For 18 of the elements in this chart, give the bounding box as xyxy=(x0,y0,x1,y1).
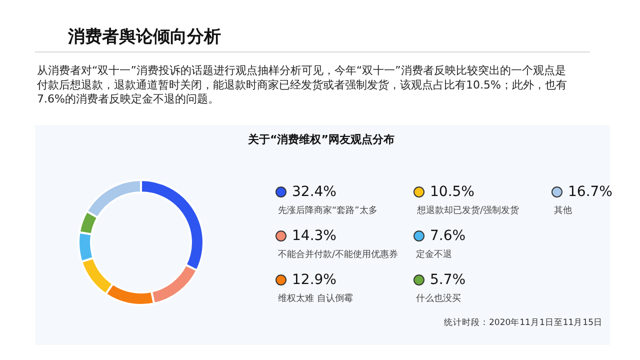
legend-label: 其他 xyxy=(554,205,572,216)
chart-title: 消费者舆论倾向分析 xyxy=(67,27,221,47)
legend-label: 什么也没买 xyxy=(416,293,461,304)
data-label: 7.6% xyxy=(430,228,466,244)
legend-label: 维权太难 自认倒霉 xyxy=(278,293,353,304)
data-label: 16.7% xyxy=(568,184,612,200)
data-label: 10.5% xyxy=(430,184,474,200)
data-label: 5.7% xyxy=(430,272,466,288)
legend-label: 先涨后降商家“套路”太多 xyxy=(278,205,378,216)
legend-label: 想退款却已发货/强制发货 xyxy=(416,205,520,216)
data-label: 12.9% xyxy=(292,272,336,288)
text: 关于“消费维权”网友观点分布 xyxy=(247,133,394,146)
legend-label: 定金不退 xyxy=(416,249,452,260)
legend-label: 不能合并付款/不能使用优惠券 xyxy=(278,249,398,260)
data-label: 14.3% xyxy=(292,228,336,244)
chart-subtitle: 从消费者对“双十一”消费投诉的话题进行观点抽样分析可见，今年“双十一”消费者反映比较突出的一个观点是付款后想退款，退款通道暂时关闭，能退款时商家已经发货或者强制发货，该观点占比有10.5%；此外，也有7.6%的消费者反映定金不退的问题。 xyxy=(37,64,567,106)
text: 统计时段：2020年11月1日至11月15日 xyxy=(444,317,602,328)
data-label: 32.4% xyxy=(292,184,336,200)
